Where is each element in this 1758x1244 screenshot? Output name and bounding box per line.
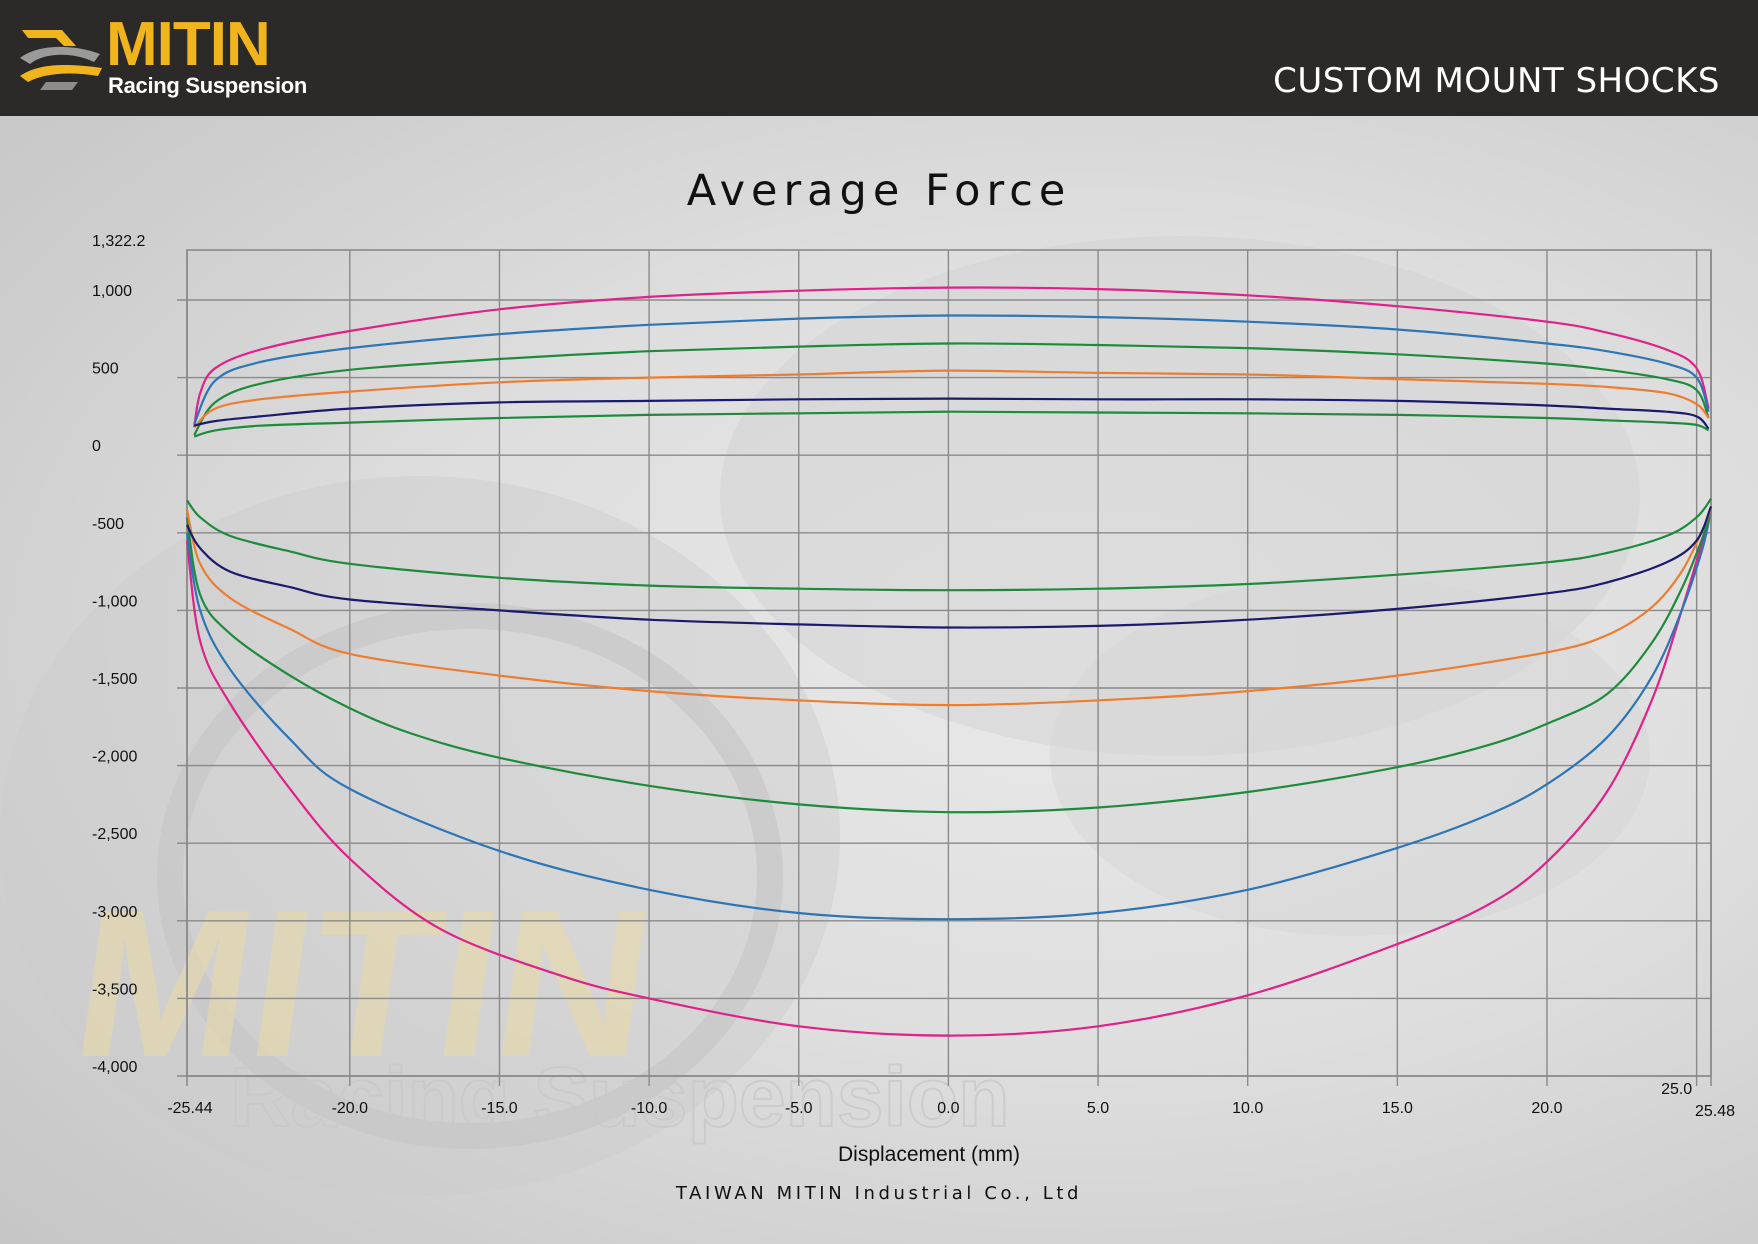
- x-tick-label: 25.48: [1695, 1103, 1735, 1120]
- force-curve-5: [193, 397, 1710, 430]
- y-tick-label: 1,322.2: [92, 233, 145, 250]
- x-tick-label: -15.0: [481, 1100, 518, 1117]
- force-curve-8: [185, 509, 1713, 921]
- logo-text: MITIN: [106, 10, 271, 79]
- x-tick-label: 15.0: [1382, 1100, 1413, 1117]
- x-axis-label: Displacement (mm): [838, 1143, 1020, 1166]
- chart-title: Average Force: [686, 166, 1072, 216]
- y-tick-label: 0: [92, 438, 101, 455]
- y-tick-label: -3,500: [92, 981, 137, 998]
- x-tick-label: -5.0: [785, 1100, 813, 1117]
- force-curve-11: [186, 505, 1713, 629]
- watermark-text: MITIN: [62, 866, 667, 1101]
- force-curve-1: [193, 286, 1710, 428]
- footer-company: TAIWAN MITIN Industrial Co., Ltd: [675, 1183, 1083, 1204]
- x-tick-label: 0.0: [937, 1100, 959, 1117]
- x-tick-label: 5.0: [1087, 1100, 1109, 1117]
- y-tick-label: -2,500: [92, 826, 137, 843]
- force-curve-6: [193, 410, 1710, 438]
- x-tick-label: -10.0: [631, 1100, 668, 1117]
- logo-subtext: Racing Suspension: [108, 73, 308, 98]
- y-tick-label: 500: [92, 361, 119, 378]
- y-tick-label: -2,000: [92, 749, 137, 766]
- watermark-subtext: Racing Suspension: [230, 1050, 1009, 1144]
- force-curve-7: [185, 509, 1713, 1037]
- y-tick-label: -3,000: [92, 904, 137, 921]
- y-tick-label: -1,000: [92, 593, 137, 610]
- section-title: CUSTOM MOUNT SHOCKS: [1273, 61, 1720, 101]
- background-watermark: MITIN Racing Suspension: [0, 236, 1650, 1196]
- x-tick-label: 25.0: [1661, 1081, 1692, 1098]
- x-tick-label: -25.44: [167, 1100, 212, 1117]
- x-tick-label: 20.0: [1531, 1100, 1562, 1117]
- x-tick-label: -20.0: [332, 1100, 369, 1117]
- force-curve-10: [185, 509, 1713, 707]
- header-bar: MITIN Racing Suspension CUSTOM MOUNT SHO…: [0, 0, 1758, 116]
- force-curve-12: [186, 498, 1712, 592]
- mitin-logo-icon: [20, 30, 102, 90]
- y-tick-label: -500: [92, 516, 124, 533]
- force-curve-4: [193, 369, 1710, 429]
- force-curve-9: [185, 509, 1713, 814]
- x-tick-label: 10.0: [1232, 1100, 1263, 1117]
- force-curve-3: [193, 342, 1710, 436]
- y-tick-label: -4,000: [92, 1059, 137, 1076]
- force-curve-2: [193, 314, 1710, 425]
- y-tick-label: -1,500: [92, 671, 137, 688]
- y-tick-label: 1,000: [92, 283, 132, 300]
